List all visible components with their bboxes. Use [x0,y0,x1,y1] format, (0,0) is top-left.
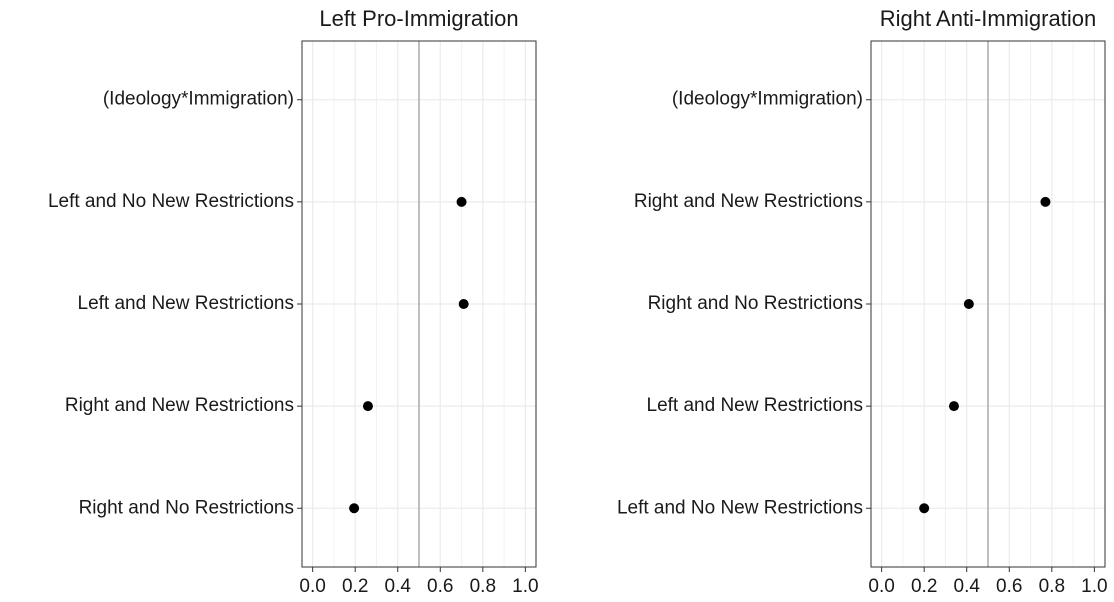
x-tick-label: 0.4 [954,576,981,597]
y-tick-label: Right and New Restrictions [634,191,863,212]
panel-border [301,40,537,568]
x-tick-label: 0.0 [299,576,325,597]
panel-title: Right Anti-Immigration [880,6,1096,31]
x-tick-label: 0.8 [1039,576,1065,597]
x-tick-label: 0.6 [996,576,1022,597]
y-tick-label: Left and No New Restrictions [617,497,863,518]
data-point [458,299,469,309]
y-tick-label: Left and No New Restrictions [48,191,294,212]
y-tick-label: Left and New Restrictions [647,395,864,416]
y-tick-label: (Ideology*Immigration) [103,89,294,110]
data-point [456,196,467,207]
y-tick-label: Left and New Restrictions [78,293,295,314]
x-tick-label: 0.2 [911,576,937,597]
panel-title: Left Pro-Immigration [319,6,518,31]
x-tick-label: 0.6 [427,576,453,597]
x-tick-label: 0.0 [868,576,894,597]
y-tick-label: Right and No Restrictions [79,497,294,518]
y-tick-label: Right and New Restrictions [65,395,294,416]
data-point [919,503,930,514]
x-tick-label: 1.0 [512,576,538,597]
x-tick-label: 0.8 [470,576,496,597]
x-tick-label: 1.0 [1081,576,1107,597]
data-point [1040,196,1051,207]
data-point [362,401,373,412]
x-tick-label: 0.2 [342,576,368,597]
data-point [963,299,974,309]
panel-border [870,40,1106,568]
y-tick-label: (Ideology*Immigration) [672,89,863,110]
y-tick-label: Right and No Restrictions [648,293,863,314]
data-point [349,503,360,514]
x-tick-label: 0.4 [385,576,412,597]
data-point [948,401,959,412]
